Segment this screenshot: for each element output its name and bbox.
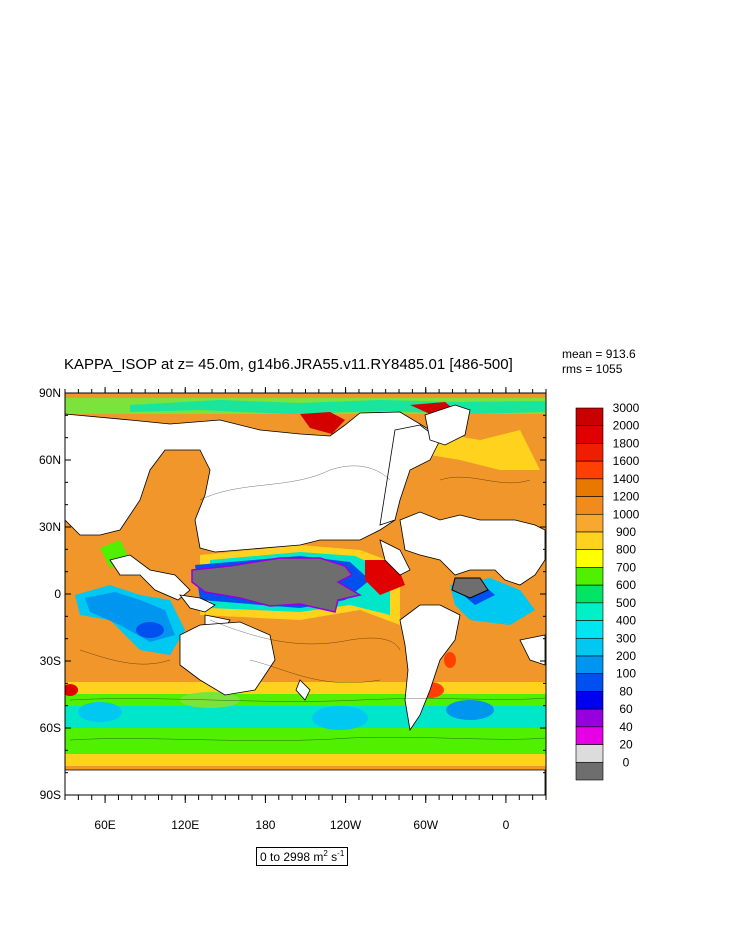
colorbar-label: 3000 [613, 401, 640, 415]
colorbar-label: 100 [616, 667, 636, 681]
colorbar-swatch [575, 744, 604, 763]
colorbar-label: 60 [619, 702, 633, 716]
land-masses [65, 404, 546, 795]
colorbar-label: 1400 [613, 472, 640, 486]
colorbar-swatch [575, 496, 604, 515]
lat-label: 60S [40, 721, 61, 735]
range-exp2: -1 [337, 849, 345, 858]
colorbar-label: 1800 [613, 436, 640, 450]
lon-label: 0 [503, 818, 510, 832]
colorbar-swatch [575, 691, 604, 710]
colorbar-swatch [575, 673, 604, 692]
colorbar-swatch [575, 761, 604, 781]
range-exp1: 2 [323, 849, 328, 858]
lon-label: 120W [330, 818, 362, 832]
colorbar-label: 1200 [613, 490, 640, 504]
range-prefix: 0 to 2998 m [260, 850, 324, 864]
lon-label: 120E [171, 818, 199, 832]
colorbar-swatch [575, 425, 604, 444]
range-mid: s [327, 850, 338, 864]
colorbar-label: 0 [623, 755, 630, 769]
colorbar-swatch [575, 726, 604, 745]
rms-value: rms = 1055 [562, 362, 623, 376]
colorbar-swatch [575, 708, 604, 728]
colorbar-label: 1600 [613, 454, 640, 468]
lon-label: 60W [413, 818, 438, 832]
colorbar-swatch [575, 531, 604, 551]
colorbar-label: 200 [616, 649, 636, 663]
colorbar-label: 500 [616, 596, 636, 610]
colorbar-swatch [575, 513, 604, 533]
colorbar-label: 20 [619, 738, 633, 752]
colorbar-swatch [575, 637, 604, 657]
colorbar-label: 600 [616, 578, 636, 592]
lat-label: 90S [40, 788, 61, 802]
colorbar-swatch [575, 567, 604, 586]
colorbar-label: 800 [616, 543, 636, 557]
colorbar-label: 300 [616, 631, 636, 645]
contour-lines [69, 465, 546, 741]
colorbar-label: 900 [616, 525, 636, 539]
range-label: 0 to 2998 m2 s-1 [256, 847, 349, 866]
colorbar-swatch [575, 549, 604, 568]
colorbar-label: 80 [619, 684, 633, 698]
stats-panel: mean = 913.6 rms = 1055 [562, 347, 636, 377]
mean-value: mean = 913.6 [562, 347, 636, 361]
colorbar-swatch [575, 478, 604, 497]
colorbar-swatch [575, 655, 604, 675]
colorbar-swatch [575, 620, 604, 639]
lat-label: 60N [39, 453, 61, 467]
colorbar-label: 2000 [613, 419, 640, 433]
map-field [65, 393, 546, 795]
colorbar-label: 700 [616, 560, 636, 574]
colorbar-label: 1000 [613, 507, 640, 521]
colorbar-swatch [575, 460, 604, 480]
map-axes: 90N 60N 30N 0 30S 60S 90S 60E 120E 180 120W 60W 0 [39, 386, 547, 832]
lat-label: 90N [39, 386, 61, 400]
lat-label: 0 [54, 587, 61, 601]
colorbar-swatch [575, 407, 604, 427]
colorbar-swatch [575, 584, 604, 604]
colorbar-swatch [575, 602, 604, 621]
colorbar-label: 400 [616, 614, 636, 628]
lat-label: 30N [39, 520, 61, 534]
colorbar-label: 40 [619, 720, 633, 734]
colorbar-swatch [575, 443, 604, 462]
colorbar: 3000200018001600140012001000900800700600… [575, 401, 640, 781]
plot-title: KAPPA_ISOP at z= 45.0m, g14b6.JRA55.v11.… [64, 356, 513, 373]
lon-label: 180 [255, 818, 275, 832]
lon-label: 60E [94, 818, 115, 832]
lat-label: 30S [40, 654, 61, 668]
